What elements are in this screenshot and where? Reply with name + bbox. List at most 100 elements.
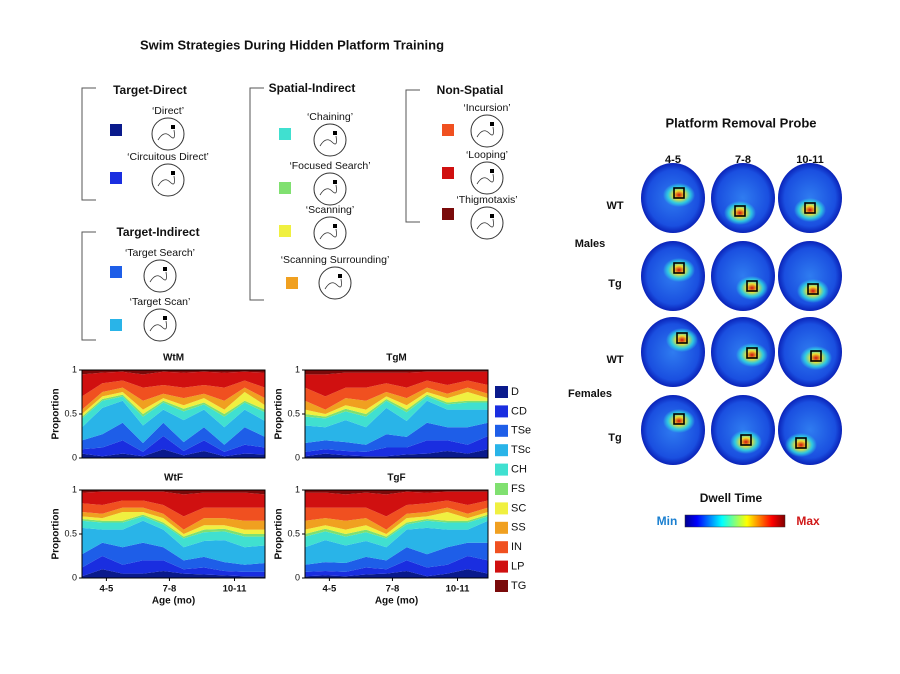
- area-segment: [82, 394, 265, 419]
- area-segment: [305, 569, 488, 578]
- platform-icon: [490, 214, 494, 218]
- x-axis-label: Age (mo): [375, 596, 418, 607]
- heatmap-hotspot: [663, 183, 695, 207]
- heatmap-hotspot: [785, 433, 817, 457]
- area-segment: [305, 387, 488, 414]
- area-segment: [82, 400, 265, 445]
- column-label: 4-5: [665, 154, 681, 166]
- colorbar-min: Min: [657, 514, 678, 528]
- column-label: 7-8: [735, 154, 751, 166]
- y-tick-label: 1: [295, 364, 300, 374]
- group-label: Females: [568, 388, 612, 400]
- y-axis-label: Proportion: [274, 508, 285, 559]
- figure-title: Swim Strategies During Hidden Platform T…: [140, 37, 444, 52]
- x-tick-label: 10-11: [446, 584, 470, 595]
- x-tick-label: 10-11: [223, 584, 247, 595]
- swim-path: [319, 184, 337, 196]
- platform-marker: [804, 202, 816, 214]
- platform-marker: [673, 262, 685, 274]
- group-title: Target-Direct: [113, 83, 187, 97]
- area-segment: [82, 491, 265, 517]
- group-title: Spatial-Indirect: [269, 81, 356, 95]
- area-segment: [82, 512, 265, 537]
- x-tick-label: 7-8: [163, 584, 177, 595]
- area-segment: [305, 436, 488, 457]
- swim-path: [324, 278, 342, 290]
- heatmap-hotspot: [730, 430, 762, 454]
- strategy-label: ‘Scanning Surrounding’: [281, 254, 390, 266]
- legend-label: IN: [511, 541, 522, 553]
- legend-label: TSc: [511, 444, 531, 456]
- strategy-swatch: [110, 172, 122, 184]
- area-segment: [305, 380, 488, 410]
- heatmap-pool: [711, 395, 775, 465]
- platform-marker: [810, 350, 822, 362]
- y-tick-label: 0: [72, 452, 77, 462]
- area-segment: [82, 370, 265, 375]
- platform-icon: [163, 267, 167, 271]
- chart-title: TgM: [386, 353, 407, 364]
- colorbar: [684, 514, 786, 528]
- legend-swatch: [495, 560, 508, 573]
- swim-path: [319, 228, 337, 240]
- x-tick-label: 4-5: [100, 584, 114, 595]
- platform-marker: [676, 332, 688, 344]
- y-tick-label: 0: [72, 572, 77, 582]
- area-segment: [82, 371, 265, 397]
- legend-swatch: [495, 424, 508, 437]
- group-bracket: [81, 231, 96, 341]
- strategy-swatch: [442, 208, 454, 220]
- area-segment: [82, 449, 265, 458]
- heatmap-hotspot: [724, 201, 756, 225]
- area-segment: [82, 436, 265, 457]
- platform-icon: [338, 274, 342, 278]
- swim-path: [149, 320, 167, 332]
- legend-label: CD: [511, 405, 527, 417]
- swim-path: [157, 129, 175, 141]
- y-tick-label: 1: [295, 484, 300, 494]
- area-segment: [305, 542, 488, 572]
- group-label: Males: [575, 238, 606, 250]
- legend-label: TG: [511, 580, 526, 592]
- legend-label: CH: [511, 464, 527, 476]
- y-axis-label: Proportion: [51, 388, 62, 439]
- strategy-swatch: [279, 128, 291, 140]
- legend-label: SC: [511, 502, 526, 514]
- platform-icon: [333, 224, 337, 228]
- platform-icon: [490, 122, 494, 126]
- strategy-label: ‘Looping’: [466, 149, 508, 161]
- legend-label: FS: [511, 483, 525, 495]
- y-tick-label: 0: [295, 572, 300, 582]
- area-segment: [82, 490, 265, 495]
- strategy-swatch: [110, 124, 122, 136]
- area-segment: [305, 491, 488, 517]
- area-segment: [82, 396, 265, 428]
- swim-path: [319, 135, 337, 147]
- legend-label: LP: [511, 561, 524, 573]
- area-segment: [305, 400, 488, 445]
- platform-marker: [740, 434, 752, 446]
- swim-path: [476, 218, 494, 230]
- swim-path: [157, 175, 175, 187]
- legend-swatch: [495, 541, 508, 554]
- row-label: WT: [606, 200, 623, 212]
- platform-marker: [746, 280, 758, 292]
- area-segment: [82, 387, 265, 414]
- platform-marker: [795, 437, 807, 449]
- area-segment: [82, 569, 265, 578]
- area-segment: [305, 394, 488, 419]
- area-segment: [305, 512, 488, 537]
- y-tick-label: 0.5: [287, 528, 300, 538]
- area-segment: [305, 516, 488, 548]
- area-segment: [82, 500, 265, 530]
- platform-icon: [163, 316, 167, 320]
- area-segment: [305, 520, 488, 565]
- area-segment: [82, 542, 265, 572]
- group-bracket: [81, 87, 96, 201]
- strategy-label: ‘Scanning’: [306, 204, 354, 216]
- area-segment: [82, 516, 265, 548]
- row-label: WT: [606, 354, 623, 366]
- area-segment: [305, 396, 488, 428]
- area-segment: [82, 514, 265, 539]
- heatmap-hotspot: [666, 328, 698, 352]
